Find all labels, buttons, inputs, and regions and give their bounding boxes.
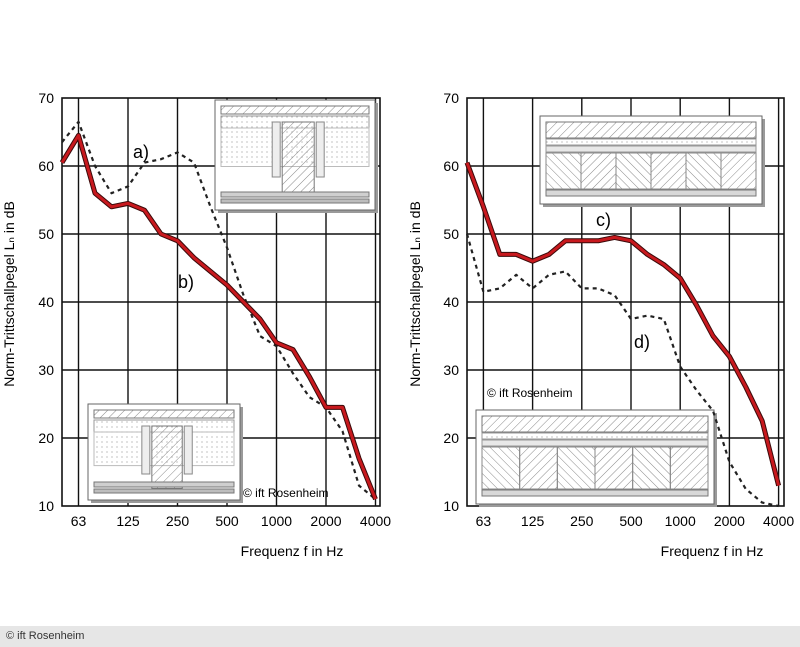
series-label: d) [634, 332, 650, 352]
chart-2: 10 20 30 40 50 60 70 63 125 250 500 1000 2000 4000 Nor… [407, 90, 794, 559]
y-tick-label: 50 [38, 226, 54, 242]
ceiling-board [220, 191, 370, 198]
slab-element [545, 152, 582, 190]
y-tick-label: 60 [443, 158, 459, 174]
y-axis-label: Norm-Trittschallpegel Lₙ in dB [407, 201, 423, 387]
y-tick-label: 40 [443, 294, 459, 310]
ceiling-lining [220, 198, 370, 204]
y-tick-label: 20 [443, 430, 459, 446]
series-label: c) [596, 210, 611, 230]
batten-right [315, 121, 325, 178]
y-tick-label: 20 [38, 430, 54, 446]
x-axis-label: Frequenz f in Hz [661, 543, 764, 559]
series-label: b) [178, 272, 194, 292]
y-tick-label: 10 [38, 498, 54, 514]
timber-beam [281, 121, 315, 194]
construction-diagram-4 [475, 409, 717, 507]
x-tick-label: 1000 [261, 513, 292, 529]
slab-element [481, 446, 521, 490]
series-label: a) [133, 142, 149, 162]
x-tick-label: 4000 [763, 513, 794, 529]
figure-canvas: 10 20 30 40 50 60 70 63 125 250 500 1000 2000 4000 Nor… [1, 90, 794, 559]
x-tick-label: 4000 [360, 513, 391, 529]
construction-diagram-3 [539, 115, 765, 207]
slab-element [615, 152, 652, 190]
insulation-layer [481, 432, 709, 440]
slab-element [720, 152, 757, 190]
slab-element [685, 152, 722, 190]
y-tick-label: 60 [38, 158, 54, 174]
y-tick-label: 70 [443, 90, 459, 106]
y-tick-label: 50 [443, 226, 459, 242]
y-tick-label: 30 [443, 362, 459, 378]
slab-element [650, 152, 687, 190]
x-tick-label: 250 [166, 513, 190, 529]
y-tick-label: 10 [443, 498, 459, 514]
y-axis-label: Norm-Trittschallpegel Lₙ in dB [1, 201, 17, 387]
watermark: © ift Rosenheim [243, 486, 329, 500]
floor-covering [220, 105, 370, 115]
batten-right [183, 425, 193, 475]
slab-element [580, 152, 617, 190]
x-tick-label: 2000 [714, 513, 745, 529]
construction-diagram-2 [87, 403, 243, 503]
x-tick-label: 250 [570, 513, 594, 529]
board-layer [545, 145, 757, 153]
x-tick-label: 125 [116, 513, 140, 529]
y-tick-label: 40 [38, 294, 54, 310]
insulation-layer [545, 138, 757, 146]
slab-element [632, 446, 671, 490]
slab-element [556, 446, 596, 490]
x-axis-label: Frequenz f in Hz [241, 543, 344, 559]
slab-element [594, 446, 634, 490]
x-tick-label: 63 [476, 513, 492, 529]
x-tick-label: 125 [521, 513, 545, 529]
ceiling-board [93, 481, 235, 488]
watermark: © ift Rosenheim [487, 386, 573, 400]
chart-1: 10 20 30 40 50 60 70 63 125 250 500 1000 2000 4000 Nor… [1, 90, 391, 559]
ceiling-layer [545, 189, 757, 197]
copyright-footer: © ift Rosenheim [0, 626, 800, 647]
board-layer [481, 439, 709, 447]
screed-layer [481, 415, 709, 433]
x-tick-label: 63 [71, 513, 87, 529]
construction-diagram-1 [214, 99, 378, 213]
floor-covering [93, 409, 235, 419]
x-tick-label: 500 [215, 513, 239, 529]
batten-left [141, 425, 151, 475]
series-line-c [465, 162, 781, 486]
y-tick-label: 30 [38, 362, 54, 378]
series-line-b [60, 133, 377, 500]
series-line-d [465, 233, 779, 508]
x-tick-label: 1000 [665, 513, 696, 529]
ceiling-lining [93, 488, 235, 494]
y-tick-label: 70 [38, 90, 54, 106]
slab-element [519, 446, 558, 490]
timber-beam [151, 425, 183, 489]
ceiling-layer [481, 489, 709, 497]
x-tick-label: 500 [619, 513, 643, 529]
slab-element [669, 446, 709, 490]
batten-left [271, 121, 281, 178]
x-tick-label: 2000 [310, 513, 341, 529]
screed-layer [545, 121, 757, 139]
